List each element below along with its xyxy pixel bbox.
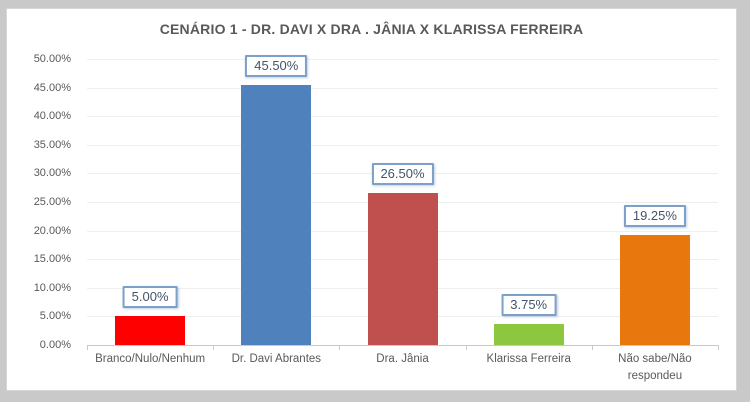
x-category-label: Não sabe/Não respondeu [618,353,692,382]
gridline [87,116,718,118]
x-axis-tick [213,345,215,350]
gridline [87,87,718,89]
bar-3 [367,193,438,345]
chart-frame: CENÁRIO 1 - DR. DAVI X DRA . JÂNIA X KLA… [6,8,737,391]
y-tick-label: 50.00% [33,53,71,65]
value-label-5: 19.25% [623,204,686,227]
gridline [87,59,718,60]
value-label-4: 3.75% [501,293,557,316]
y-tick-label: 10.00% [33,281,71,294]
bar-2 [241,84,312,345]
y-tick-label: 15.00% [33,253,71,266]
y-tick-label: 25.00% [33,196,71,208]
x-axis-tick [339,345,341,350]
y-tick-label: 30.00% [33,167,71,180]
y-axis: 50.00% 45.00% 40.00% 35.00% 30.00% 25.00% 20.0… [7,53,79,351]
x-axis-tick [591,345,593,350]
x-axis-tick [718,345,719,350]
x-category-label: Dr. Davi Abrantes [231,353,322,365]
y-tick-label: 35.00% [33,138,71,151]
y-tick-label: 40.00% [33,110,71,123]
chart-title: CENÁRIO 1 - DR. DAVI X DRA . JÂNIA X KLA… [159,21,584,37]
x-category-label: Klarissa Ferreira [486,353,571,365]
y-tick-label: 45.00% [33,81,71,94]
value-label-2: 45.50% [245,54,308,77]
y-tick-label: 20.00% [33,224,71,237]
y-tick-label: 0.00% [39,339,71,351]
y-tick-label: 5.00% [39,310,71,323]
bar-5 [619,234,690,345]
value-label-3: 26.50% [371,163,434,186]
gridline [87,144,718,146]
bar-4 [493,323,564,345]
bar-1 [115,316,186,345]
x-axis-tick [465,345,467,350]
x-axis-category-labels: Branco/Nulo/Nenhum Dr. Davi Abrantes Dra. … [87,351,718,384]
value-label-1: 5.00% [122,286,178,309]
x-category-label: Branco/Nulo/Nenhum [95,353,206,365]
x-axis-line [87,345,718,346]
plot-area: 5.00% 45.50% 26.50% 3.75% 19.25% [87,54,719,350]
x-category-label: Dra. Jânia [376,353,429,365]
x-axis-tick [87,345,88,350]
